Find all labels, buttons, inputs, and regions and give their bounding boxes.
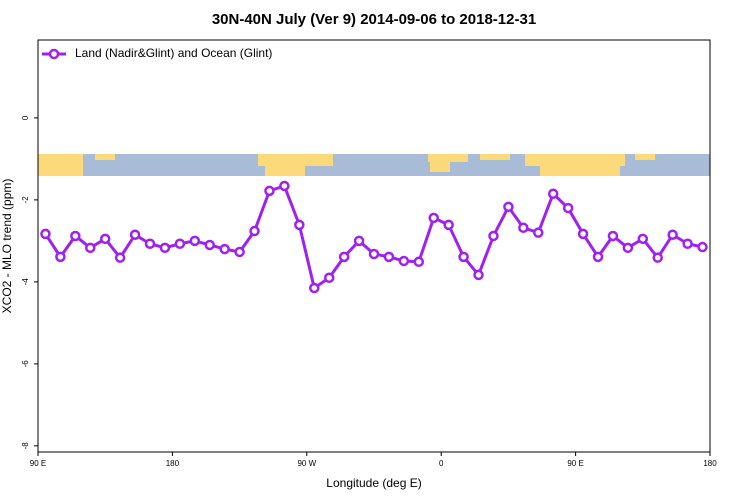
point <box>443 219 454 231</box>
point <box>413 256 425 268</box>
point <box>234 246 245 258</box>
x-axis-label: Longitude (deg E) <box>326 476 421 490</box>
point <box>249 225 260 237</box>
point <box>85 242 96 254</box>
x-tick-label: 0 <box>439 459 444 468</box>
point <box>323 272 335 284</box>
point <box>547 188 559 199</box>
chart-title: 30N-40N July (Ver 9) 2014-09-06 to 2018-… <box>212 11 536 28</box>
point <box>353 235 365 247</box>
point <box>189 235 201 247</box>
point <box>174 238 186 249</box>
point <box>338 251 350 263</box>
x-tick-label: 90 E <box>30 459 46 468</box>
point <box>622 242 634 254</box>
point <box>503 201 514 213</box>
point <box>368 248 380 260</box>
y-tick-label: 0 <box>21 115 30 120</box>
point <box>70 230 81 242</box>
point <box>383 251 395 263</box>
point <box>577 228 589 240</box>
point <box>637 233 649 245</box>
point <box>204 239 215 251</box>
point <box>607 230 619 242</box>
point <box>667 229 678 240</box>
series-line <box>44 184 703 291</box>
legend-label: Land (Nadir&Glint) and Ocean (Glint) <box>75 46 272 60</box>
point <box>159 242 171 254</box>
point <box>682 238 693 249</box>
legend-marker <box>48 48 60 60</box>
x-tick-label: 180 <box>166 459 180 468</box>
y-axis-label: XCO2 - MLO trend (ppm) <box>0 179 14 314</box>
map-strip <box>38 154 710 176</box>
point <box>398 255 410 267</box>
point <box>488 230 499 242</box>
point <box>473 269 484 281</box>
point <box>533 227 544 238</box>
point <box>144 238 156 249</box>
point <box>55 251 66 263</box>
point <box>562 202 574 214</box>
y-tick-label: -6 <box>21 360 30 368</box>
point <box>129 229 141 240</box>
point <box>428 212 439 224</box>
point <box>518 222 529 234</box>
point <box>279 180 290 192</box>
point <box>592 251 604 263</box>
point <box>264 185 275 197</box>
point <box>219 243 230 255</box>
y-tick-label: -2 <box>21 196 30 204</box>
point <box>99 233 111 245</box>
y-tick-label: -4 <box>21 278 30 286</box>
x-tick-label: 90 W <box>297 459 316 468</box>
plot-frame <box>37 39 711 453</box>
point <box>40 228 51 240</box>
point <box>458 251 469 263</box>
x-tick-label: 90 E <box>567 459 583 468</box>
point <box>114 252 126 263</box>
point <box>697 241 708 253</box>
y-tick-label: -8 <box>21 442 30 450</box>
point <box>294 219 305 231</box>
point <box>309 282 320 294</box>
x-tick-label: 180 <box>703 459 717 468</box>
point <box>652 252 663 263</box>
